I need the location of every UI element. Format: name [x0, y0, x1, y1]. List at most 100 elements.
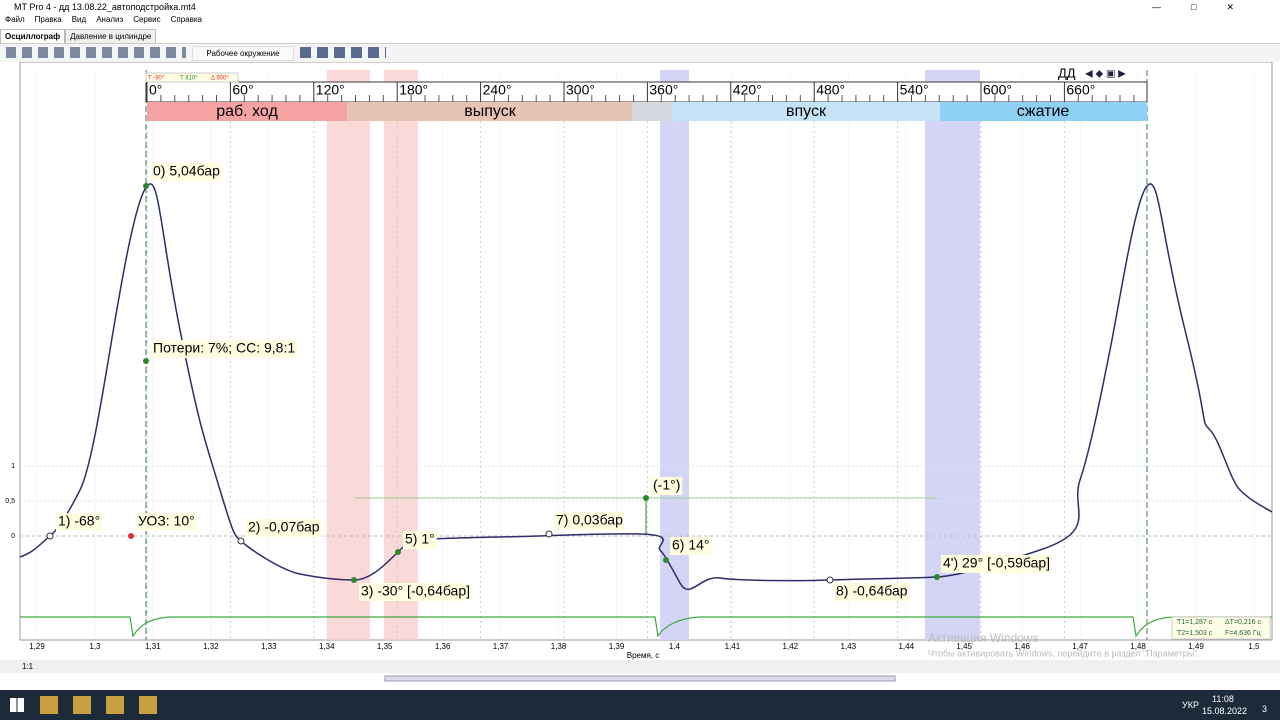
degree-label: 480°	[816, 82, 845, 98]
annotation-background	[651, 477, 683, 495]
annotation-background	[941, 555, 1053, 573]
annotation: 0) 5,04бар	[153, 163, 220, 179]
x-tick-label: 1,5	[1248, 642, 1260, 651]
point	[237, 537, 245, 545]
point	[663, 557, 669, 563]
x-axis-title: Время, с	[627, 651, 660, 660]
x-tick-label: 1,41	[725, 642, 741, 651]
x-tick-label: 1,47	[1072, 642, 1088, 651]
x-tick-label: 1,31	[145, 642, 161, 651]
annotation: 2) -0,07бар	[248, 519, 320, 535]
degree-label: 120°	[316, 82, 345, 98]
degree-label: 540°	[900, 82, 929, 98]
annotation-background	[151, 340, 298, 358]
phase-bar	[940, 102, 1147, 121]
y-tick-label: 0	[11, 533, 15, 540]
point	[143, 183, 149, 189]
annotation: 1) -68°	[58, 513, 100, 529]
phase-bar	[672, 102, 940, 121]
phase-label: выпуск	[464, 103, 516, 120]
annotation-background	[151, 163, 222, 181]
x-tick-label: 1,37	[493, 642, 509, 651]
clock-time: 11:08	[1212, 694, 1234, 704]
x-tick-label: 1,42	[783, 642, 799, 651]
phase-bar	[147, 102, 347, 121]
menu-item[interactable]: Сервис	[133, 15, 161, 24]
annotation-background	[136, 513, 197, 531]
degree-label: 240°	[483, 82, 512, 98]
annotation: 8) -0,64бар	[836, 583, 908, 599]
marker-label: Δ 900°	[211, 76, 229, 82]
annotation: 5) 1°	[405, 531, 435, 547]
point	[128, 533, 134, 539]
y-tick-label: 0,5	[5, 498, 15, 505]
taskbar-apps[interactable]	[40, 696, 160, 714]
annotation-background	[359, 583, 473, 601]
tab-bar: Осциллограф Давление в цилиндре	[0, 29, 1280, 44]
x-tick-label: 1,32	[203, 642, 219, 651]
workspace-dropdown[interactable]: Рабочее окружение	[192, 46, 294, 61]
annotation-background	[554, 512, 625, 530]
tab[interactable]: Давление в цилиндре	[65, 29, 157, 43]
x-tick-label: 1,36	[435, 642, 451, 651]
cursor-readout: ΔT=0,216 с	[1225, 619, 1262, 626]
toolbar-icons[interactable]	[6, 47, 186, 58]
overview-bar[interactable]	[384, 675, 896, 682]
language[interactable]: УКР	[1182, 700, 1199, 710]
x-tick-label: 1,43	[841, 642, 857, 651]
point	[643, 495, 649, 501]
phase-label: сжатие	[1017, 103, 1070, 120]
band	[384, 70, 418, 640]
annotations: 0) 5,04бар Потери: 7%; СС: 9,8:1 1) -68° УО…	[56, 163, 1053, 601]
x-tick-label: 1,39	[609, 642, 625, 651]
phase-bar	[347, 102, 632, 121]
menu-item[interactable]: Правка	[34, 15, 62, 24]
y-tick-label: 1	[11, 463, 15, 470]
degree-label: 420°	[733, 82, 762, 98]
watermark: Чтобы активировать Windows, перейдите в …	[928, 648, 1200, 658]
watermark: Активация Windows	[928, 631, 1039, 645]
band	[925, 70, 980, 640]
point	[545, 530, 553, 538]
degree-label: 360°	[649, 82, 678, 98]
cursor-info	[1171, 616, 1271, 640]
scrollbar[interactable]	[0, 660, 1280, 673]
annotation-background	[834, 583, 910, 601]
window-controls[interactable]: —□✕	[1152, 2, 1264, 12]
point	[826, 576, 834, 584]
band	[327, 70, 370, 640]
degree-label: 0°	[149, 82, 162, 98]
x-tick-label: 1,3	[89, 642, 101, 651]
points	[46, 183, 940, 584]
degree-label: 660°	[1066, 82, 1095, 98]
taskbar: УКР 11:08 15.08.2022 3	[0, 690, 1280, 720]
menu-item[interactable]: Справка	[170, 15, 202, 24]
cursor-readout: T1=1,287 с	[1177, 619, 1213, 626]
tab[interactable]: Осциллограф	[0, 29, 66, 43]
annotation: 6) 14°	[672, 537, 710, 553]
phase-bar	[632, 102, 672, 121]
channel-label: ДД	[1058, 65, 1076, 80]
annotation: УОЗ: 10°	[138, 513, 195, 529]
marker-label: T 810°	[180, 76, 198, 82]
menu-item[interactable]: Анализ	[96, 15, 124, 24]
start-button[interactable]	[10, 698, 24, 712]
menu-item[interactable]: Вид	[71, 15, 87, 24]
degree-label: 300°	[566, 82, 595, 98]
toolbar: Рабочее окружение	[0, 44, 1280, 62]
notification-count[interactable]: 3	[1262, 704, 1268, 714]
point	[395, 549, 401, 555]
annotation: 7) 0,03бар	[556, 512, 623, 528]
phase-label: впуск	[786, 103, 827, 120]
x-tick-label: 1,29	[29, 642, 45, 651]
menu-item[interactable]: Файл	[5, 15, 25, 24]
annotation-background	[56, 513, 103, 531]
marker-strip	[145, 72, 239, 83]
oscillogram: 0) 5,04бар Потери: 7%; СС: 9,8:1 1) -68° УО…	[0, 62, 1280, 682]
degree-label: 60°	[232, 82, 253, 98]
window-title: MT Pro 4 - дд 13.08.22_автоподстройка.mt…	[14, 2, 196, 12]
annotation: (-1°)	[653, 477, 680, 493]
point	[143, 358, 149, 364]
toolbar-icons[interactable]	[300, 47, 386, 58]
